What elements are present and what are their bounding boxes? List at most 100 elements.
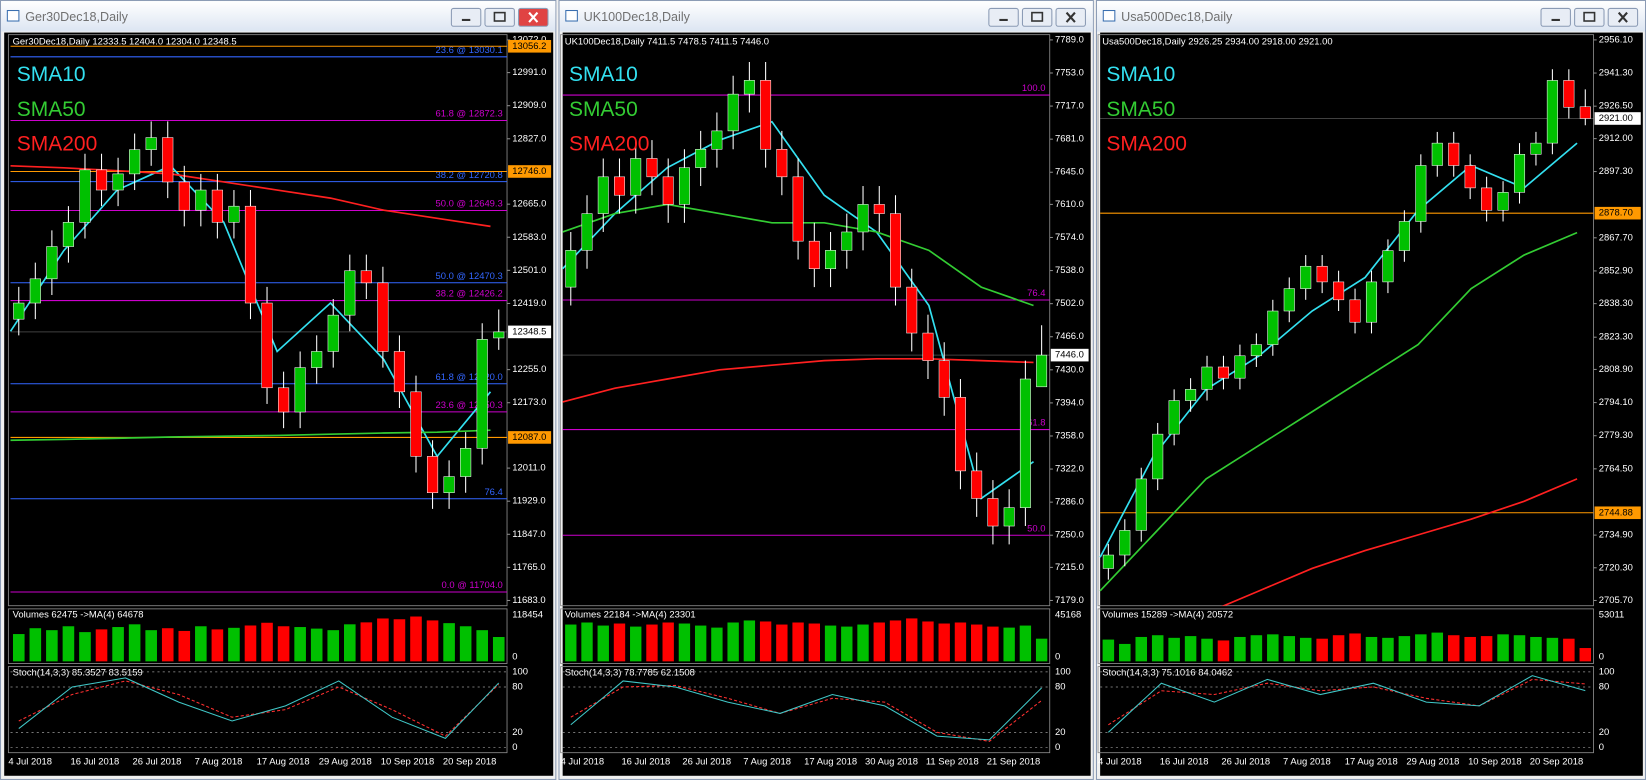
- panel-frame: [560, 666, 1051, 754]
- candle-body: [79, 169, 91, 223]
- volume-bar: [1299, 637, 1312, 662]
- volume-bar: [1217, 640, 1230, 662]
- candle-body: [857, 204, 869, 233]
- candle-body: [393, 351, 406, 393]
- candle-body: [129, 149, 141, 175]
- volume-header: Volumes 62475 ->MA(4) 64678: [13, 610, 144, 621]
- candle-body: [695, 149, 707, 168]
- volume-bar: [1201, 638, 1213, 662]
- y-tick-label: 2794.10: [1599, 397, 1633, 408]
- volume-bar: [161, 628, 174, 662]
- x-tick-label: 29 Aug 2018: [1406, 757, 1459, 768]
- volume-bar: [294, 627, 306, 662]
- window-icon: [1102, 9, 1116, 22]
- minimize-button[interactable]: [1540, 7, 1571, 27]
- price-box: [508, 165, 552, 178]
- candle-body: [873, 204, 885, 214]
- maximize-button[interactable]: [484, 7, 515, 27]
- close-button[interactable]: [1607, 7, 1639, 27]
- candle-body: [825, 250, 837, 269]
- minimize-button-face[interactable]: [1540, 7, 1571, 27]
- chart-header: Usa500Dec18,Daily 2926.25 2934.00 2918.0…: [1102, 37, 1332, 48]
- volume-bar: [195, 626, 207, 662]
- y-tick-label: 12255.0: [512, 364, 546, 375]
- volume-bar: [95, 629, 108, 662]
- price-box-label: 2744.88: [1599, 507, 1633, 518]
- candle-body: [1283, 288, 1295, 312]
- y-tick-label: 2838.30: [1599, 298, 1633, 309]
- volume-bar: [1431, 632, 1444, 662]
- panel-frame: [7, 34, 508, 607]
- stoch-header: Stoch(14,3,3) 78.7785 62.1508: [565, 667, 695, 678]
- stoch-level-label: 100: [1599, 666, 1615, 677]
- minimize-button-face[interactable]: [988, 7, 1019, 27]
- volume-bar: [459, 626, 472, 662]
- volume-bar: [1332, 635, 1345, 662]
- sma-legend: SMA50: [1106, 98, 1175, 121]
- candle-body: [211, 189, 223, 223]
- moving-average: [10, 164, 491, 228]
- close-button[interactable]: [1055, 7, 1086, 27]
- volume-bar: [1398, 636, 1411, 662]
- candle-body: [614, 176, 625, 196]
- y-tick-label: 11765.0: [512, 562, 545, 573]
- maximize-glyph[interactable]: [493, 11, 506, 22]
- volume-bar: [360, 622, 373, 662]
- candle-body: [954, 397, 966, 472]
- volume-bar: [244, 625, 257, 662]
- y-tick-label: 12011.0: [512, 463, 545, 474]
- chart-window: UK100Dec18,Daily 100.0 76.4 61.8 50.0 7789.0 7…: [558, 0, 1094, 780]
- maximize-button-face[interactable]: [1574, 7, 1605, 27]
- minimize-button[interactable]: [450, 7, 482, 27]
- panel-frame: [7, 608, 508, 664]
- x-tick-label: 17 Aug 2018: [1345, 757, 1398, 768]
- minimize-button-face[interactable]: [450, 7, 482, 27]
- volume-bar: [857, 624, 869, 662]
- fib-level-label: 100.0: [1022, 83, 1046, 94]
- volume-bar: [410, 616, 422, 662]
- window-title: Usa500Dec18,Daily: [1121, 10, 1233, 24]
- candle-body: [1019, 378, 1031, 508]
- volume-bar: [128, 624, 141, 662]
- candle-body: [327, 314, 339, 352]
- close-glyph[interactable]: [528, 11, 539, 23]
- maximize-button[interactable]: [1021, 7, 1053, 27]
- x-tick-label: 26 Jul 2018: [133, 757, 182, 768]
- maximize-button-face[interactable]: [484, 7, 515, 27]
- fib-level-label: 50.0 @ 12649.3: [436, 199, 503, 210]
- candle-body: [1333, 281, 1345, 301]
- close-glyph[interactable]: [1617, 11, 1628, 23]
- price-box-label: 2921.00: [1599, 113, 1633, 124]
- maximize-glyph[interactable]: [1031, 11, 1044, 22]
- volume-bar: [808, 623, 821, 662]
- candle-body: [727, 93, 739, 132]
- volume-bar: [841, 626, 853, 662]
- volume-bar: [1102, 639, 1115, 662]
- candle-body: [646, 158, 658, 178]
- volume-min-label: 0: [1055, 652, 1060, 663]
- x-tick-label: 20 Sep 2018: [1530, 757, 1584, 768]
- volume-bar: [954, 622, 967, 662]
- maximize-glyph[interactable]: [1583, 11, 1596, 22]
- sma-legend: SMA200: [569, 132, 650, 155]
- stoch-level-label: 20: [512, 727, 523, 738]
- chart-window: Usa500Dec18,Daily2956.102941.302926.5029…: [1095, 0, 1646, 780]
- fib-level-label: 76.4: [1027, 288, 1045, 299]
- y-tick-label: 12991.0: [512, 67, 546, 78]
- candle-body: [938, 360, 950, 398]
- volume-bar: [261, 622, 273, 662]
- volume-bar: [597, 625, 609, 662]
- maximize-button-face[interactable]: [1021, 7, 1053, 27]
- fib-level-label: 50.0: [1027, 523, 1045, 534]
- maximize-button[interactable]: [1574, 7, 1605, 27]
- x-tick-label: 17 Aug 2018: [257, 757, 310, 768]
- minimize-button[interactable]: [988, 7, 1019, 27]
- sma-legend: SMA10: [17, 63, 86, 86]
- candle-body: [1185, 389, 1197, 401]
- x-tick-label: 30 Aug 2018: [865, 757, 918, 768]
- close-glyph[interactable]: [1065, 11, 1076, 23]
- x-tick-label: 20 Sep 2018: [443, 757, 497, 768]
- close-button[interactable]: [518, 7, 549, 27]
